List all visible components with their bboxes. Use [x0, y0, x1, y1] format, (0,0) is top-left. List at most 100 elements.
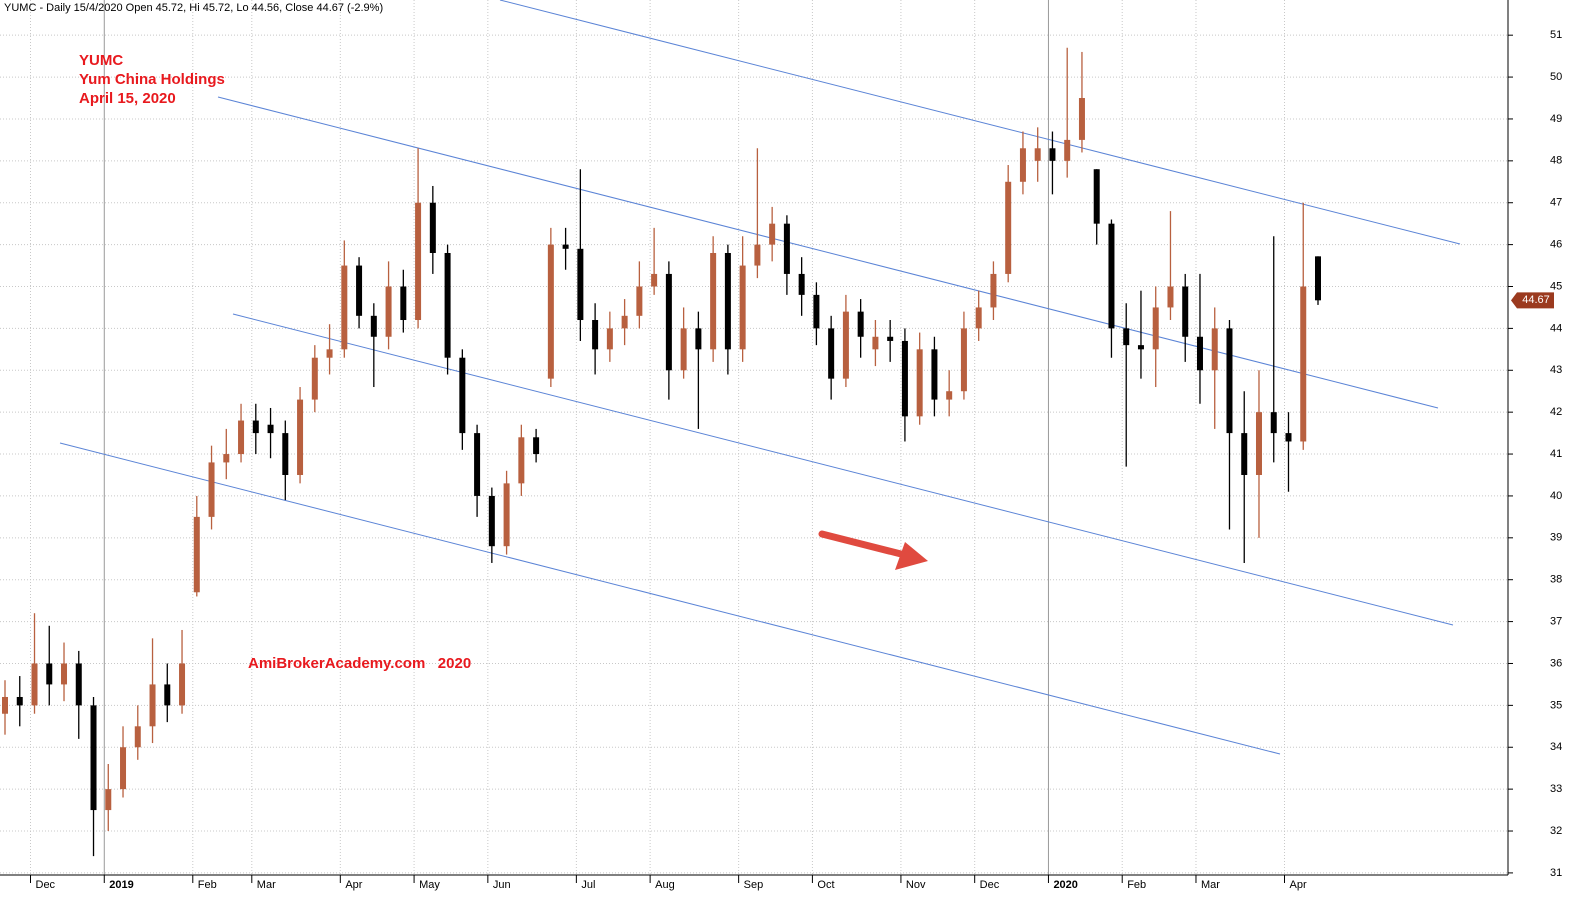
- candle-body: [916, 349, 923, 417]
- candle-body: [533, 437, 540, 455]
- candle-body: [695, 328, 702, 350]
- candle-body: [1152, 307, 1159, 350]
- candle-body: [636, 286, 643, 316]
- candle-body: [61, 663, 68, 685]
- candle-body: [872, 336, 879, 350]
- x-tick-label: Feb: [198, 879, 217, 891]
- candle-body: [1300, 286, 1307, 442]
- candle-body: [474, 433, 481, 496]
- candle-body: [990, 273, 997, 308]
- candle-body: [105, 789, 112, 811]
- channel-line: [59, 442, 1281, 755]
- channel-line: [499, 0, 1461, 245]
- candle-body: [370, 315, 377, 337]
- candle-body: [813, 294, 820, 329]
- candle-body: [592, 320, 599, 350]
- candle-body: [1285, 433, 1292, 442]
- y-tick-label: 41: [1550, 448, 1562, 460]
- candle-body: [193, 516, 200, 593]
- x-tick-label: 2019: [109, 879, 133, 891]
- trend-arrow: [818, 530, 928, 570]
- candle-body: [1108, 223, 1115, 329]
- candle-body: [16, 696, 23, 706]
- candle-body: [1211, 328, 1218, 371]
- candle-body: [783, 223, 790, 274]
- y-tick-label: 38: [1550, 574, 1562, 586]
- candle-body: [621, 315, 628, 329]
- x-tick-label: Mar: [1201, 879, 1220, 891]
- candle-body: [887, 336, 894, 341]
- y-tick-label: 40: [1550, 490, 1562, 502]
- x-tick-label: Dec: [36, 879, 56, 891]
- candle-body: [503, 483, 510, 547]
- y-tick-label: 51: [1550, 29, 1562, 41]
- y-tick-label: 43: [1550, 364, 1562, 376]
- candle-body: [562, 244, 569, 249]
- candle-body: [739, 265, 746, 350]
- y-tick-label: 46: [1550, 239, 1562, 251]
- annotation: April 15, 2020: [79, 90, 176, 107]
- candle-body: [606, 328, 613, 350]
- annotation: Yum China Holdings: [79, 71, 225, 88]
- y-tick-label: 33: [1550, 783, 1562, 795]
- candle-body: [444, 252, 451, 358]
- candle-body: [547, 244, 554, 379]
- channel-line: [232, 313, 1454, 626]
- candle-body: [90, 705, 97, 811]
- y-tick-label: 35: [1550, 699, 1562, 711]
- candle-body: [238, 420, 245, 455]
- channel-lines: [59, 0, 1461, 755]
- candle-body: [1049, 148, 1056, 161]
- y-tick-label: 42: [1550, 406, 1562, 418]
- y-tick-label: 45: [1550, 280, 1562, 292]
- y-tick-label: 31: [1550, 867, 1562, 879]
- last-price-label: 44.67: [1522, 294, 1550, 306]
- candles: [2, 47, 1321, 857]
- y-tick-label: 39: [1550, 532, 1562, 544]
- candle-body: [1196, 336, 1203, 371]
- candle-body: [356, 265, 363, 316]
- candle-body: [400, 286, 407, 321]
- candle-body: [1241, 433, 1248, 475]
- candle-body: [179, 663, 186, 706]
- candle-body: [252, 420, 259, 434]
- candle-body: [946, 391, 953, 400]
- x-tick-label: 2020: [1053, 879, 1077, 891]
- y-tick-label: 47: [1550, 197, 1562, 209]
- x-tick-label: Sep: [744, 879, 764, 891]
- candle-body: [282, 433, 289, 475]
- channel-line: [217, 96, 1439, 409]
- y-tick-label: 34: [1550, 741, 1562, 753]
- candle-body: [769, 223, 776, 245]
- y-tick-label: 36: [1550, 657, 1562, 669]
- candle-body: [577, 248, 584, 321]
- candle-body: [341, 265, 348, 350]
- candle-body: [1005, 181, 1012, 274]
- candle-body: [415, 202, 422, 321]
- candle-body: [798, 273, 805, 295]
- candle-body: [1255, 412, 1262, 475]
- chart-title: YUMC - Daily 15/4/2020 Open 45.72, Hi 45…: [4, 2, 383, 14]
- candle-body: [901, 340, 908, 417]
- arrow-head: [895, 542, 928, 570]
- candle-body: [208, 462, 215, 517]
- candle-body: [1034, 148, 1041, 161]
- x-tick-label: Apr: [345, 879, 362, 891]
- annotation: AmiBrokerAcademy.com 2020: [248, 655, 471, 672]
- y-tick-label: 44: [1550, 322, 1562, 334]
- candle-body: [134, 726, 141, 748]
- candle-body: [429, 202, 436, 253]
- candle-body: [710, 252, 717, 350]
- y-tick-label: 49: [1550, 113, 1562, 125]
- y-tick-label: 50: [1550, 71, 1562, 83]
- candle-body: [651, 273, 658, 287]
- candle-body: [31, 663, 38, 706]
- y-tick-label: 48: [1550, 155, 1562, 167]
- arrow-shaft: [818, 530, 909, 559]
- candle-body: [857, 311, 864, 337]
- x-tick-label: May: [419, 879, 440, 891]
- candle-body: [724, 252, 731, 350]
- candle-body: [311, 357, 318, 400]
